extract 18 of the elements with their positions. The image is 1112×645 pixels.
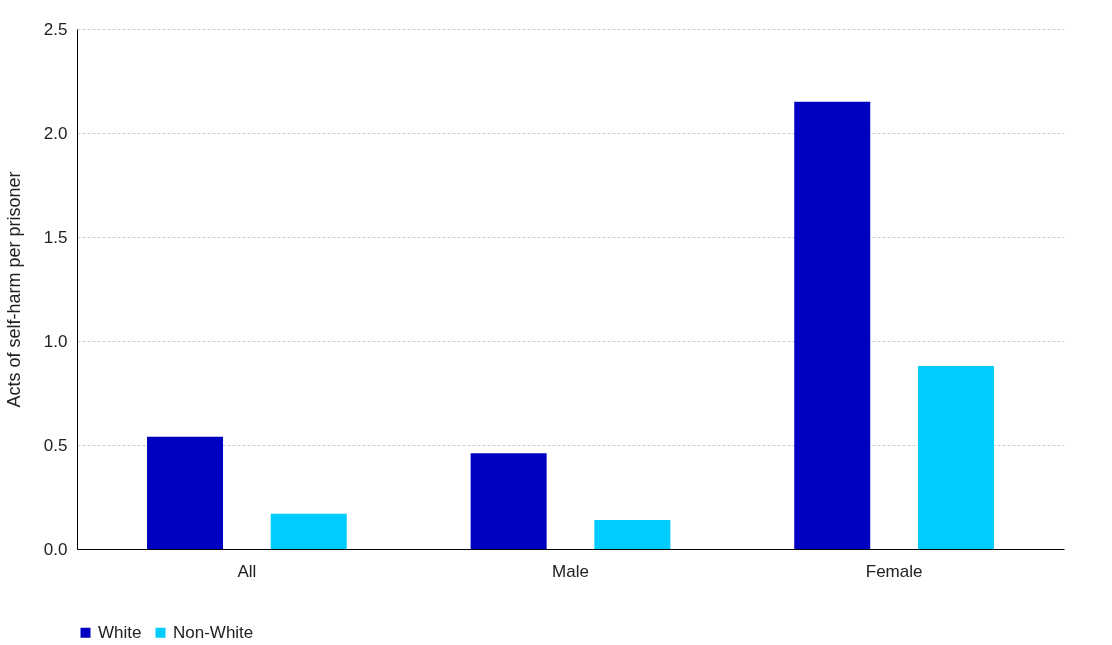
x-tick-label: All: [237, 561, 257, 581]
bar: [594, 519, 671, 549]
y-tick-label: 0.0: [43, 539, 68, 559]
y-tick-label: 1.0: [43, 331, 68, 351]
bar: [147, 436, 224, 549]
bar: [470, 453, 547, 549]
y-axis-title: Acts of self-harm per prisoner: [3, 171, 24, 408]
y-tick-label: 2.5: [43, 19, 68, 39]
bar: [917, 365, 994, 549]
bar: [270, 513, 347, 549]
y-tick-label: 0.5: [43, 435, 68, 455]
legend-label: White: [98, 622, 142, 642]
legend-label: Non-White: [173, 622, 254, 642]
x-tick-label: Female: [865, 561, 923, 581]
bar: [794, 101, 871, 549]
y-tick-label: 2.0: [43, 123, 68, 143]
y-tick-label: 1.5: [43, 227, 68, 247]
x-tick-label: Male: [552, 561, 589, 581]
